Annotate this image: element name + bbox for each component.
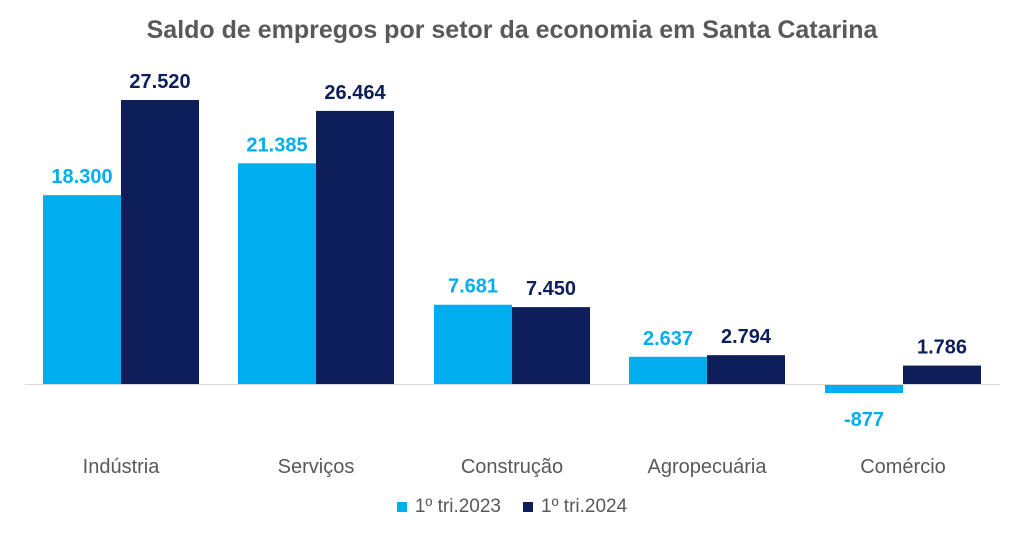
data-labels-layer: 18.300 27.520 21.385 26.464 7.681 7.450 2.637 2… bbox=[51, 71, 967, 431]
bar-2-3 bbox=[512, 307, 590, 384]
bar-1-5 bbox=[825, 384, 903, 394]
bar-2-1 bbox=[121, 100, 199, 384]
data-label-2-1: 27.520 bbox=[129, 71, 190, 93]
data-label-1-4: 2.637 bbox=[643, 328, 693, 350]
data-label-2-3: 7.450 bbox=[526, 278, 576, 300]
data-label-1-5: -877 bbox=[844, 409, 884, 431]
bar-1-2 bbox=[238, 163, 316, 384]
category-label-3: Construção bbox=[461, 456, 563, 478]
legend-swatch-1 bbox=[396, 502, 407, 512]
category-label-4: Agropecuária bbox=[648, 456, 768, 478]
bars-layer bbox=[43, 100, 981, 394]
bar-1-3 bbox=[434, 304, 512, 384]
bar-2-2 bbox=[316, 110, 394, 384]
data-label-2-5: 1.786 bbox=[917, 337, 967, 359]
bar-2-4 bbox=[707, 355, 785, 384]
bar-1-1 bbox=[43, 195, 121, 384]
legend: 1º tri.2023 1º tri.2024 bbox=[0, 496, 1024, 518]
legend-item-1: 1º tri.2023 bbox=[396, 496, 501, 518]
bar-1-4 bbox=[629, 356, 707, 384]
legend-swatch-2 bbox=[523, 502, 533, 512]
category-labels-layer: Indústria Serviços Construção Agropecuária C… bbox=[83, 456, 946, 478]
category-label-5: Comércio bbox=[860, 456, 946, 478]
data-label-1-3: 7.681 bbox=[448, 276, 498, 298]
category-label-2: Serviços bbox=[278, 456, 355, 478]
data-label-2-2: 26.464 bbox=[324, 82, 386, 104]
legend-label-2: 1º tri.2024 bbox=[541, 496, 628, 517]
legend-item-2: 1º tri.2024 bbox=[523, 496, 627, 518]
data-label-2-4: 2.794 bbox=[721, 326, 772, 348]
data-label-1-2: 21.385 bbox=[246, 134, 307, 156]
legend-label-1: 1º tri.2023 bbox=[414, 496, 501, 517]
chart-title: Saldo de empregos por setor da economia … bbox=[146, 16, 878, 44]
category-label-1: Indústria bbox=[83, 456, 161, 478]
bar-2-5 bbox=[903, 365, 981, 384]
data-label-1-1: 18.300 bbox=[51, 166, 112, 188]
